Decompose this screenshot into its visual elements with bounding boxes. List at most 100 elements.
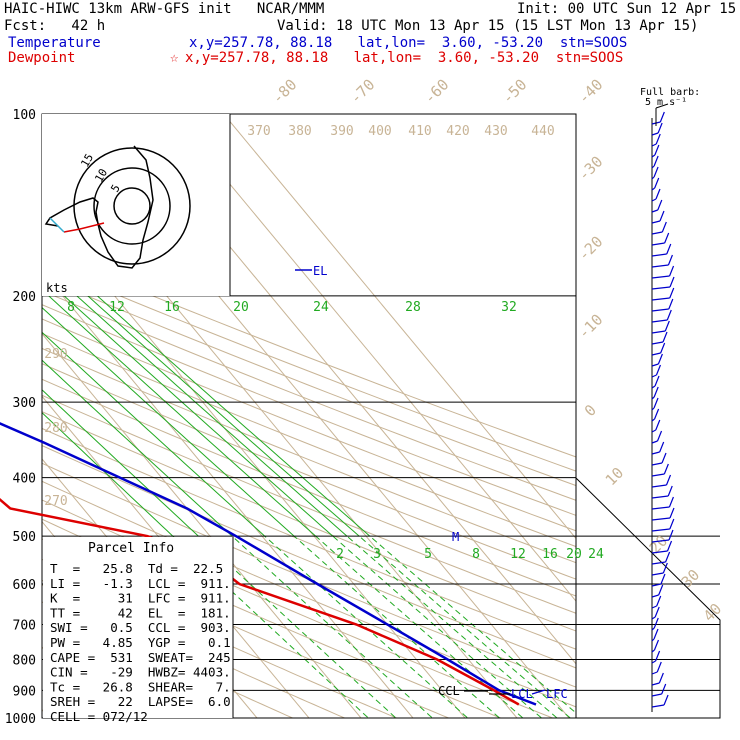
- wind-barb: [651, 550, 668, 554]
- wind-barb-feather: [653, 617, 659, 629]
- wind-barb-feather: [662, 331, 668, 343]
- adiabat-label: 410: [408, 124, 431, 139]
- wind-barb: [651, 561, 666, 565]
- mixing-ratio-label: 16: [164, 300, 180, 315]
- mixing-ratio-line: [198, 535, 397, 718]
- hodograph-lowlevel-trace: [63, 222, 105, 233]
- pressure-tick-label: 400: [13, 472, 36, 487]
- wind-barb: [651, 572, 664, 576]
- barb-legend-line1: Full barb:: [640, 87, 700, 98]
- wind-barb: [651, 396, 655, 400]
- wind-barb: [651, 473, 665, 477]
- mixing-ratio-line: [42, 331, 266, 537]
- isotherm-label: -30: [575, 153, 607, 185]
- wind-barb: [651, 462, 663, 466]
- wind-barb-feather: [653, 628, 659, 640]
- wind-barb-feather: [658, 584, 664, 596]
- adiabat-label: 370: [247, 124, 270, 139]
- barb-legend-flag: [655, 103, 669, 109]
- parcel-info-row: TT = 42 EL = 181.: [50, 605, 231, 620]
- dry-adiabat-line: [42, 427, 576, 650]
- mixing-ratio-label: 12: [510, 547, 526, 562]
- mixing-ratio-label: 2: [336, 547, 344, 562]
- temperature-profile: [0, 422, 537, 706]
- wind-barb-feather: [658, 672, 664, 684]
- isotherm-label: -20: [575, 233, 607, 265]
- mixing-ratio-line: [42, 411, 174, 537]
- wind-barb-feather: [667, 254, 673, 266]
- wind-barb-feather: [655, 133, 661, 145]
- adiabat-label: 280: [44, 421, 67, 436]
- wind-barb: [651, 242, 665, 246]
- parcel-info-row: Tc = 26.8 SHEAR= 7.: [50, 679, 231, 694]
- isotherm-label: 20: [646, 532, 672, 558]
- wind-barb-feather: [667, 485, 673, 497]
- parcel-info-row: SREH = 22 LAPSE= 6.0: [50, 694, 231, 709]
- temperature-location-info: x,y=257.78, 88.18 lat,lon= 3.60, -53.20 …: [189, 35, 628, 51]
- hodograph-surface-trace: [49, 217, 65, 233]
- mixing-ratio-grid: [42, 245, 576, 718]
- pressure-tick-label: 800: [13, 653, 36, 668]
- wind-barb: [651, 495, 669, 499]
- wind-barb-feather: [660, 342, 666, 354]
- adiabat-label: 270: [44, 494, 67, 509]
- isotherm-label: -70: [347, 76, 379, 108]
- mixing-ratio-line: [369, 535, 576, 714]
- dry-adiabat-line: [42, 318, 576, 532]
- wind-barb-feather: [653, 639, 660, 651]
- hodograph-ring-label-15: 15: [78, 152, 96, 170]
- mixing-ratio-label: 5: [424, 547, 432, 562]
- wind-barb: [651, 616, 656, 620]
- parcel-info-row: SWI = 0.5 CCL = 903.: [50, 620, 231, 635]
- wind-barb-feather: [669, 276, 675, 288]
- wind-barb: [651, 319, 668, 323]
- hodograph-units: kts: [46, 281, 68, 295]
- parcel-info-row: T = 25.8 Td = 22.5: [50, 561, 223, 576]
- wind-barb-feather: [663, 463, 669, 475]
- model-title: HAIC-HIWC 13km ARW-GFS init NCAR/MMM: [4, 1, 325, 17]
- wind-barb: [651, 198, 657, 202]
- wind-barb: [651, 451, 660, 455]
- valid-time: Valid: 18 UTC Mon 13 Apr 15 (15 LST Mon …: [277, 18, 699, 34]
- adiabat-label: 290: [44, 347, 67, 362]
- lower-frame-extension: [575, 477, 721, 719]
- wind-barb-feather: [653, 166, 659, 178]
- isotherm-label: -80: [269, 76, 301, 108]
- wind-barb-feather: [668, 529, 674, 541]
- lcl-label: LCL: [511, 687, 533, 701]
- wind-barb: [651, 176, 655, 180]
- wind-barb-feather: [653, 386, 659, 398]
- wind-barb-feather: [656, 595, 662, 607]
- mixing-ratio-label: 24: [588, 547, 604, 562]
- adiabat-label: 420: [446, 124, 469, 139]
- wind-barb: [651, 638, 655, 642]
- wind-barb-feather: [661, 683, 667, 695]
- wind-barb-feather: [653, 397, 659, 409]
- wind-barb-feather: [668, 496, 674, 508]
- wind-barb: [651, 594, 659, 598]
- isotherm-label: -10: [575, 311, 607, 343]
- lfc-marker: [531, 689, 546, 695]
- dry-adiabat-line: [42, 579, 346, 718]
- mixing-ratio-line: [42, 389, 199, 537]
- mixing-ratio-label: 16: [542, 547, 558, 562]
- parcel-info-title: Parcel Info: [88, 541, 174, 556]
- pressure-tick-label: 500: [13, 530, 36, 545]
- mixing-ratio-label: 32: [501, 300, 517, 315]
- dry-adiabat-line: [42, 249, 576, 458]
- pressure-tick-label: 900: [13, 684, 36, 699]
- parcel-info-row: PW = 4.85 YGP = 0.1: [50, 635, 231, 650]
- parcel-info-row: CIN = -29 HWBZ= 4403.: [50, 665, 231, 680]
- wind-barb: [651, 385, 656, 389]
- wind-barb: [651, 308, 669, 312]
- mixing-ratio-label: 20: [233, 300, 249, 315]
- ccl-label: CCL: [438, 684, 460, 698]
- forecast-hour: Fcst: 42 h: [4, 18, 106, 34]
- parcel-info-row: CELL = 072/12: [50, 709, 148, 724]
- wind-barb-feather: [657, 199, 663, 211]
- dry-adiabat-line: [42, 363, 576, 580]
- wind-barb-feather: [660, 573, 666, 585]
- wind-barb-feather: [655, 364, 662, 376]
- wind-barbs: [651, 111, 675, 708]
- wind-barb-feather: [669, 507, 675, 519]
